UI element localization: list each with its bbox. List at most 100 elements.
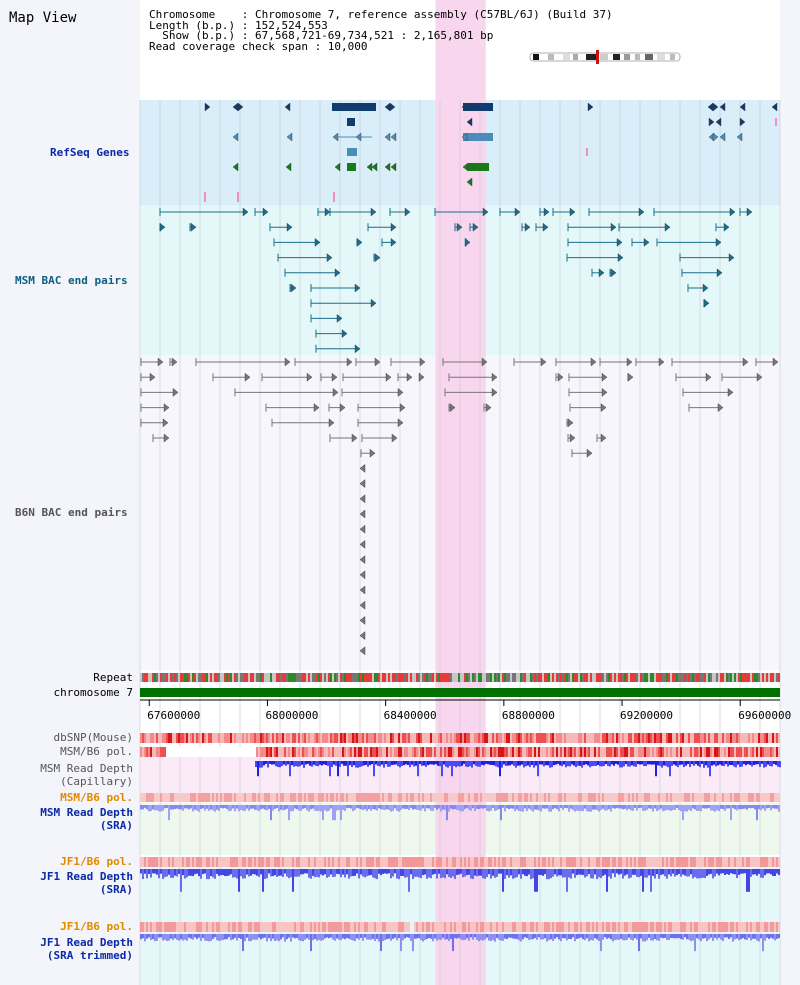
jf1-b6-pol-segment — [338, 857, 340, 867]
msm-b6-pol-segment — [616, 747, 618, 757]
jf1-b6-pol-segment — [196, 857, 198, 867]
jf1-depth-trimmed-bar — [668, 934, 670, 941]
jf1-depth-trimmed-bar — [550, 934, 552, 940]
track-label-jf1-depth-sra[interactable]: JF1 Read Depth (SRA) — [40, 870, 133, 896]
dbsnp-segment — [162, 733, 164, 743]
msm-b6-pol-segment — [564, 747, 566, 757]
jf1-b6-pol-segment — [434, 857, 436, 867]
track-label-dbsnp[interactable]: dbSNP(Mouse) — [53, 731, 133, 744]
track-label-jf1-b6-pol-2[interactable]: JF1/B6 pol. — [60, 920, 133, 933]
jf1-b6-pol-segment — [366, 857, 368, 867]
msm-depth-capillary-bar — [651, 761, 653, 765]
track-label-msm-depth-sra[interactable]: MSM Read Depth (SRA) — [40, 806, 133, 832]
msm-depth-capillary-bar — [409, 761, 411, 768]
repeat-segment — [422, 673, 424, 682]
msm-b6-pol-segment — [212, 747, 214, 757]
msm-b6-pol-segment — [722, 793, 724, 802]
msm-b6-pol-segment — [410, 793, 412, 802]
msm-b6-pol-segment — [388, 793, 390, 802]
msm-depth-sra-bar — [292, 805, 294, 812]
track-label-chromosome[interactable]: chromosome 7 — [53, 686, 133, 699]
dbsnp-segment — [660, 733, 662, 743]
bac-end-arrow — [664, 222, 671, 232]
jf1-b6-pol-segment — [304, 922, 306, 932]
jf1-b6-pol-segment — [546, 922, 548, 932]
msm-b6-pol-segment — [178, 747, 180, 757]
repeat-segment — [590, 673, 592, 682]
jf1-b6-pol-segment — [360, 857, 362, 867]
track-label-jf1-depth-trimmed[interactable]: JF1 Read Depth (SRA trimmed) — [40, 936, 133, 962]
jf1-b6-pol-segment — [150, 922, 152, 932]
jf1-depth-trimmed-bar — [172, 934, 174, 941]
msm-depth-capillary-bar — [389, 761, 391, 767]
msm-depth-sra-bar — [598, 805, 600, 812]
msm-b6-pol-segment — [512, 747, 514, 757]
msm-b6-pol-segment — [462, 747, 464, 757]
bac-end-arrow — [598, 268, 605, 278]
dbsnp-segment — [758, 733, 760, 743]
track-label-b6n-bac[interactable]: B6N BAC end pairs — [15, 506, 128, 519]
track-label-refseq-genes[interactable]: RefSeq Genes — [50, 146, 130, 159]
msm-depth-capillary-bar — [411, 761, 413, 765]
msm-depth-sra-bar — [200, 805, 202, 810]
jf1-b6-pol-segment — [462, 857, 464, 867]
msm-depth-sra-bar — [504, 805, 506, 812]
ideogram-position-marker — [596, 50, 599, 64]
track-label-jf1-b6-pol-1[interactable]: JF1/B6 pol. — [60, 855, 133, 868]
repeat-segment — [238, 673, 240, 682]
bac-end-arrow — [290, 283, 297, 293]
msm-depth-capillary-bar — [743, 761, 745, 765]
track-label-msm-b6-pol-1[interactable]: MSM/B6 pol. — [60, 745, 133, 758]
repeat-segment — [744, 673, 746, 682]
track-label-msm-b6-pol-2[interactable]: MSM/B6 pol. — [60, 791, 133, 804]
jf1-b6-pol-segment — [362, 857, 364, 867]
msm-b6-pol-segment — [568, 747, 570, 757]
dbsnp-segment — [548, 733, 550, 743]
jf1-depth-sra-bar — [344, 869, 346, 878]
dbsnp-segment — [426, 733, 428, 743]
jf1-depth-sra-bar — [676, 869, 678, 876]
jf1-depth-sra-bar — [284, 869, 286, 874]
jf1-depth-trimmed-bar — [608, 934, 610, 938]
msm-b6-pol-segment — [158, 747, 160, 757]
jf1-b6-pol-segment — [636, 857, 638, 867]
dbsnp-segment — [552, 733, 554, 743]
dbsnp-segment — [398, 733, 400, 743]
msm-b6-pol-segment — [434, 747, 436, 757]
repeat-segment — [366, 673, 368, 682]
dbsnp-segment — [264, 733, 266, 743]
msm-b6-pol-segment — [544, 747, 546, 757]
jf1-depth-sra-bar — [572, 869, 574, 874]
bac-end-arrow — [717, 403, 724, 413]
jf1-b6-pol-segment — [340, 922, 342, 932]
msm-depth-sra-bar — [290, 805, 292, 812]
jf1-b6-pol-segment — [536, 922, 538, 932]
msm-b6-pol-segment — [440, 793, 442, 802]
msm-b6-pol-segment — [152, 793, 154, 802]
jf1-depth-trimmed-bar — [764, 934, 766, 941]
msm-b6-pol-segment — [534, 747, 536, 757]
jf1-b6-pol-segment — [270, 857, 272, 867]
jf1-b6-pol-segment — [322, 922, 324, 932]
jf1-b6-pol-segment — [316, 857, 318, 867]
jf1-b6-pol-segment — [178, 922, 180, 932]
jf1-depth-trimmed-bar — [174, 934, 176, 939]
jf1-b6-pol-segment — [194, 922, 196, 932]
repeat-segment — [474, 673, 476, 682]
msm-depth-capillary-bar — [715, 761, 717, 767]
track-label-repeat[interactable]: Repeat — [93, 671, 133, 684]
msm-b6-pol-segment — [622, 793, 624, 802]
msm-depth-capillary-bar — [413, 761, 415, 767]
repeat-segment — [264, 673, 266, 682]
msm-b6-pol-segment — [256, 747, 258, 757]
gene-arrow — [371, 162, 378, 172]
track-label-msm-depth-capillary[interactable]: MSM Read Depth (Capillary) — [40, 762, 133, 788]
track-label-msm-bac[interactable]: MSM BAC end pairs — [15, 274, 128, 287]
msm-b6-pol-segment — [618, 793, 620, 802]
jf1-depth-trimmed-bar — [596, 934, 598, 940]
msm-b6-pol-segment — [760, 747, 762, 757]
jf1-b6-pol-segment — [464, 922, 466, 932]
msm-b6-pol-segment — [474, 793, 476, 802]
repeat-segment — [384, 673, 386, 682]
